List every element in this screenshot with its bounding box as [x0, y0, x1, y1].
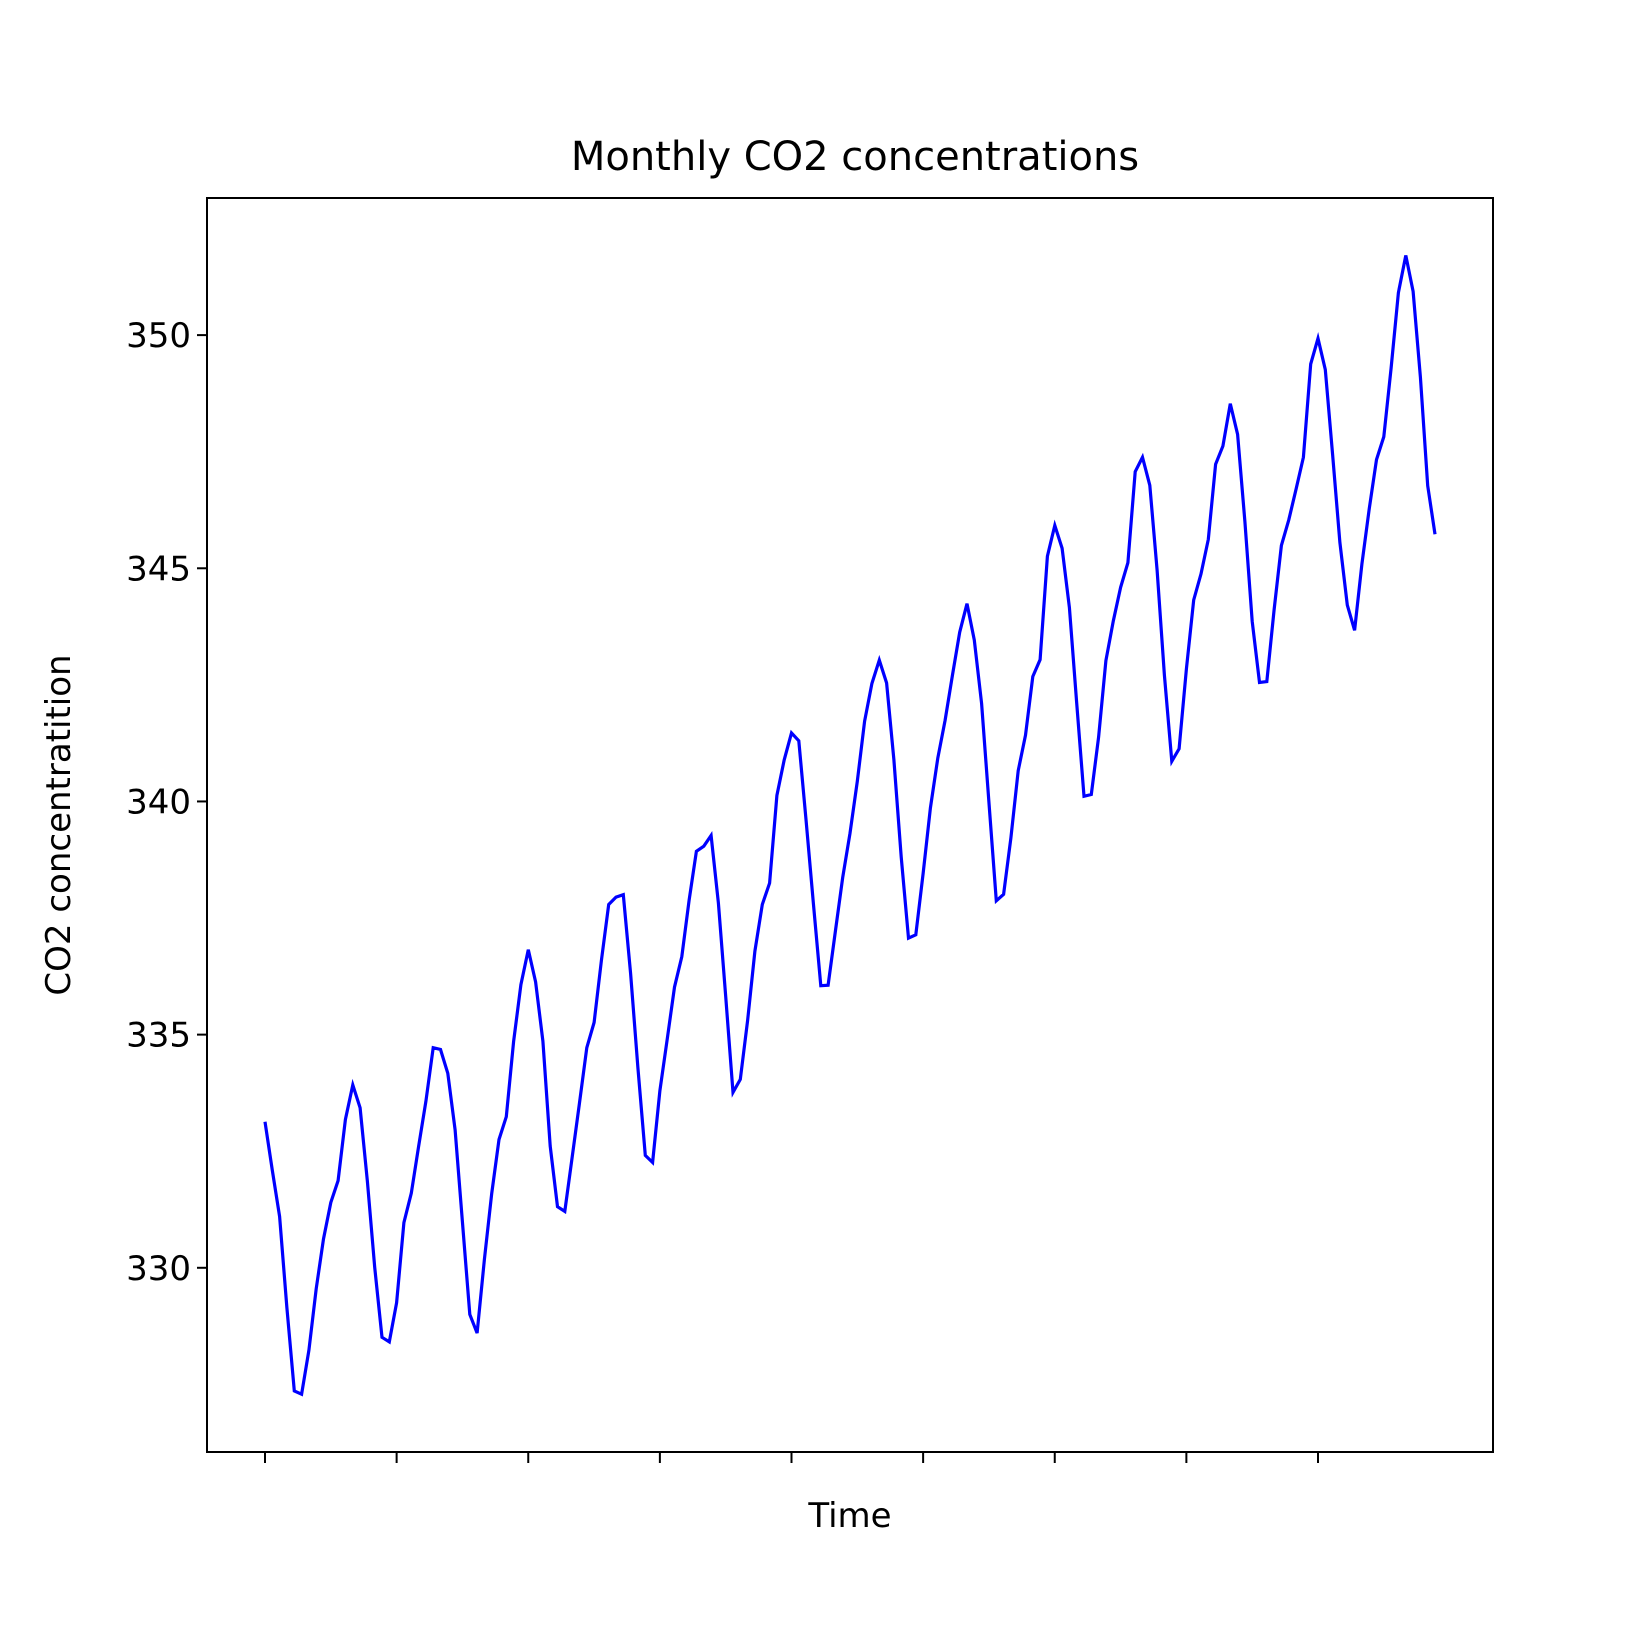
x-axis: [264, 1452, 1319, 1463]
y-axis-title: CO2 concentratition: [39, 654, 79, 995]
y-tick-label: 350: [126, 316, 191, 356]
x-axis-title: Time: [807, 1496, 891, 1536]
series-layer: [263, 255, 1437, 1397]
y-tick-label: 340: [126, 782, 191, 822]
chart-title: Monthly CO2 concentrations: [571, 134, 1139, 180]
y-axis: 330 335 340 345 350: [126, 316, 207, 1289]
plot-frame: [206, 197, 1494, 1453]
co2-series-line: [263, 255, 1437, 1397]
y-tick-label: 330: [126, 1249, 191, 1289]
y-tick-label: 335: [126, 1016, 191, 1056]
y-tick-label: 345: [126, 549, 191, 589]
